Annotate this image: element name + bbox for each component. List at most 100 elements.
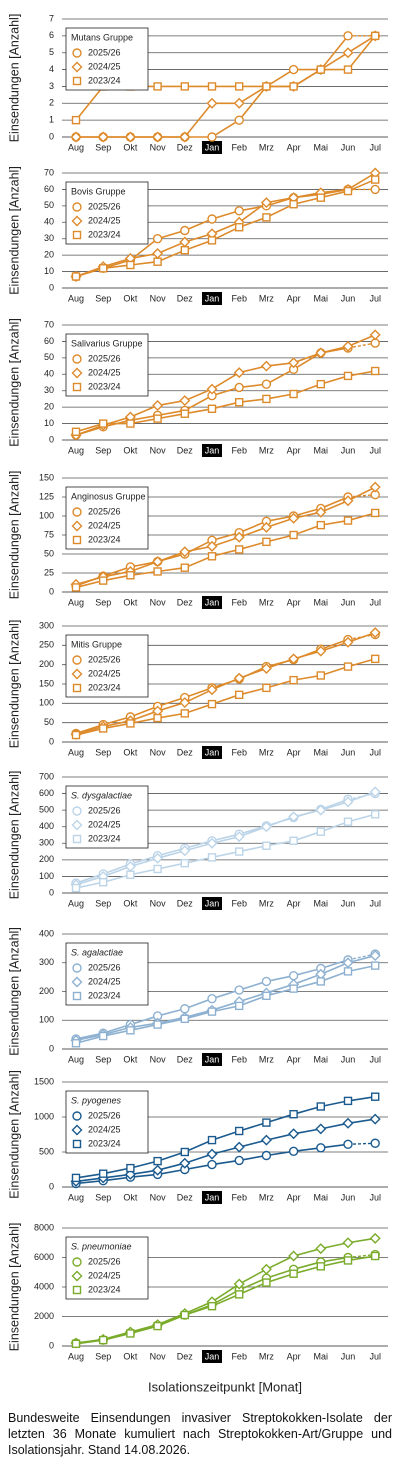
y-tick-label: 400 [39,821,54,831]
x-tick-label: Mai [314,898,329,908]
series-line [75,512,376,589]
x-tick-label: Nov [150,747,167,757]
x-tick-label: Dez [177,142,194,152]
legend-label: 2023/24 [88,229,121,239]
y-tick-label: 3 [49,81,54,91]
marker [98,419,108,428]
marker [234,690,244,700]
x-tick-label: Okt [123,597,138,607]
legend-label: 2023/24 [88,682,121,692]
marker [126,260,135,270]
legend-label: 2024/25 [88,215,121,225]
marker [234,398,244,407]
x-tick-label: Jun [341,597,356,607]
x-tick-label: Nov [150,142,167,152]
marker [206,540,218,552]
marker [71,115,81,125]
marker [206,383,218,395]
legend-label: 2025/26 [88,353,121,363]
marker [343,516,353,525]
y-tick-label: 200 [39,854,54,864]
x-tick-label: Nov [150,445,167,455]
y-tick-label: 50 [44,548,54,558]
marker [289,1269,298,1278]
marker [233,367,245,379]
x-tick-label: Apr [287,1192,301,1202]
y-tick-label: 0 [49,434,54,444]
marker [98,1335,108,1345]
marker [288,1146,299,1157]
chart-panel: Einsendungen [Anzahl] 0 2000 4000 6000 8000 Au… [7,1222,388,1363]
marker [343,817,353,826]
marker [343,1139,353,1150]
x-tick-label: Jan [205,747,220,757]
series-line [75,178,376,278]
x-tick-label: Mrz [259,747,274,757]
marker [369,786,381,798]
legend-label: 2025/26 [88,654,121,664]
x-tick-label: Apr [287,293,301,303]
y-tick-label: 30 [44,233,54,243]
y-tick-label: 70 [44,167,54,177]
marker [180,82,190,91]
marker [369,1113,381,1125]
x-tick-label: Jul [369,142,381,152]
y-tick-label: 0 [49,887,54,897]
marker [206,684,218,696]
marker [71,668,83,680]
marker [207,552,217,561]
marker [288,811,300,823]
x-tick-label: Mrz [259,597,274,607]
marker [233,531,245,543]
marker [260,1134,272,1146]
x-tick-highlight [202,1350,222,1363]
marker [207,1301,217,1311]
marker [72,535,82,545]
y-tick-label: 0 [49,1181,54,1191]
y-tick-label: 100 [39,510,54,520]
marker [126,719,135,728]
series-line [75,1255,376,1345]
marker [126,870,135,879]
marker [98,264,108,273]
x-tick-label: Apr [287,898,301,908]
marker [234,1001,244,1011]
marker [153,414,162,423]
y-tick-label: 0 [49,1340,54,1350]
marker [288,653,300,665]
marker [316,379,325,389]
marker [207,214,217,224]
marker [207,236,217,245]
y-tick-label: 300 [39,620,54,630]
y-tick-label: 100 [39,1015,54,1025]
marker [233,1278,245,1290]
chart-panel: Einsendungen [Anzahl] 0 100 200 300 400 Aug Sep… [7,927,388,1066]
x-tick-label: Feb [231,445,247,455]
marker [71,367,83,379]
y-axis-title: Einsendungen [Anzahl] [7,771,21,900]
x-tick-label: Sep [95,293,111,303]
marker [316,1102,325,1111]
x-tick-label: Mai [314,1192,329,1202]
legend-label: 2025/26 [88,201,121,211]
x-tick-label: Jun [341,747,356,757]
x-tick-label: Jul [369,747,381,757]
marker [371,654,380,664]
legend-title: Mutans Gruppe [71,32,133,42]
y-axis-title: Einsendungen [Anzahl] [7,1070,21,1199]
x-tick-label: Okt [123,1351,138,1361]
series-line [75,658,376,736]
marker [262,683,271,693]
y-tick-label: 50 [44,352,54,362]
marker [288,970,299,981]
marker [234,223,244,232]
legend-label: 2023/24 [88,833,121,843]
x-tick-label: Nov [150,1192,167,1202]
marker [71,976,83,988]
marker [72,354,82,364]
y-tick-label: 7 [49,13,54,23]
marker [179,845,191,857]
marker [262,394,271,404]
marker [343,65,353,74]
marker [207,699,217,709]
